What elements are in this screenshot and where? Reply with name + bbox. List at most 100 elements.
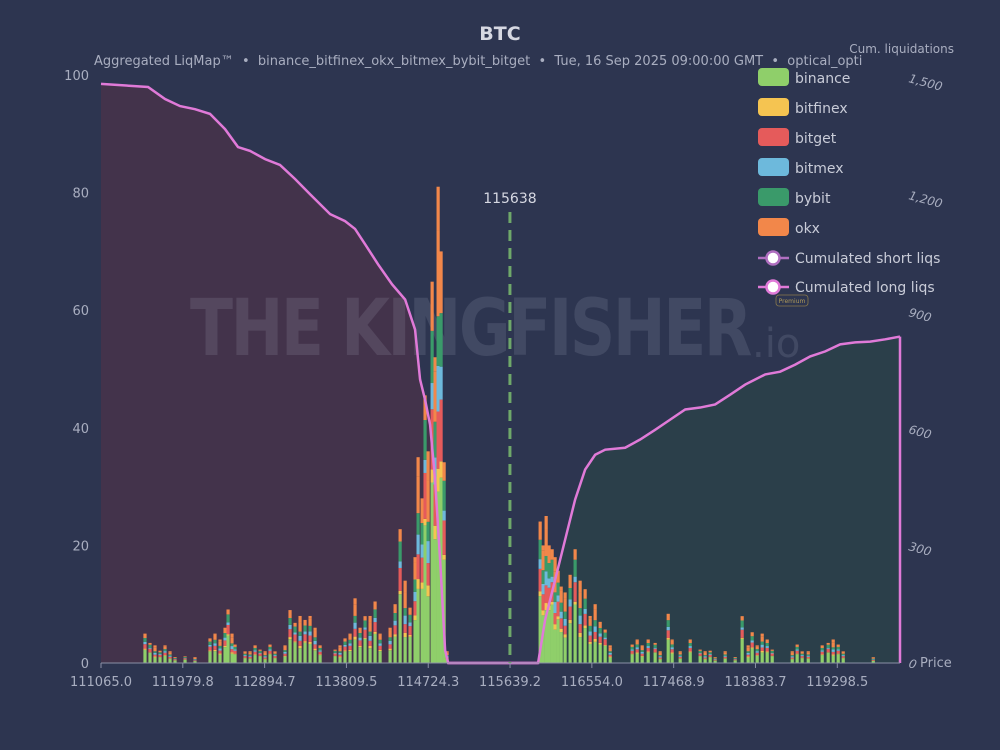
bar-bitget: [559, 618, 563, 629]
bar-bitfinex: [283, 655, 287, 657]
bar-binance: [593, 641, 597, 663]
bar-binance: [173, 660, 177, 663]
bar-bybit: [550, 559, 554, 577]
bar-bybit: [593, 620, 597, 627]
bar-bitget: [593, 631, 597, 640]
bar-okx: [740, 616, 744, 621]
bar-bybit: [243, 653, 247, 656]
bar-okx: [790, 652, 794, 656]
bar-bitfinex: [293, 641, 297, 643]
bar-okx: [430, 281, 434, 331]
bar-bybit: [547, 563, 551, 579]
bar-okx: [213, 633, 217, 635]
bar-bybit: [318, 648, 322, 651]
bar-bitmex: [268, 649, 272, 651]
bar-bitmex: [703, 656, 707, 658]
bar-bitmex: [550, 576, 554, 583]
bar-bitfinex: [430, 469, 434, 483]
bar-binance: [646, 652, 650, 663]
bar-bitget: [338, 654, 342, 657]
bar-bitfinex: [343, 650, 347, 652]
bar-bybit: [640, 650, 644, 652]
bar-bitmex: [388, 640, 392, 645]
bar-okx: [583, 589, 587, 599]
bar-bitget: [208, 646, 212, 651]
bar-okx: [658, 651, 662, 653]
bar-bybit: [713, 658, 717, 660]
bar-bybit: [583, 598, 587, 609]
bar-bitfinex: [313, 648, 317, 651]
bar-bitmex: [243, 655, 247, 657]
bar-bybit: [733, 658, 737, 659]
bar-binance: [750, 648, 754, 663]
bar-bitget: [168, 656, 172, 659]
bar-okx: [230, 633, 234, 638]
bar-bybit: [436, 316, 440, 366]
legend-label-bitget: bitget: [795, 131, 837, 147]
legend-item-bitmex: bitmex: [758, 158, 844, 177]
bar-bitmex: [218, 648, 222, 651]
bar-bitget: [826, 648, 830, 653]
bar-bybit: [750, 636, 754, 641]
bar-bitget: [283, 653, 287, 656]
bar-bitfinex: [398, 590, 402, 595]
bar-bitget: [298, 640, 302, 646]
bar-okx: [442, 462, 446, 481]
bar-bybit: [820, 648, 824, 651]
legend-item-long-liqs: Cumulated long liqs: [758, 279, 935, 296]
bar-bybit: [831, 647, 835, 650]
bar-bitfinex: [658, 658, 662, 660]
bar-binance: [213, 651, 217, 663]
bar-bybit: [433, 421, 437, 458]
bar-okx: [308, 615, 312, 619]
bar-bitmex: [698, 652, 702, 654]
bar-okx: [378, 634, 382, 640]
bar-binance: [436, 491, 440, 663]
bar-bitfinex: [273, 657, 277, 659]
legend-item-bitget: bitget: [758, 128, 837, 147]
bar-bitget: [143, 644, 147, 649]
bar-bitget: [213, 645, 217, 650]
bar-bitget: [243, 656, 247, 658]
bar-bitget: [635, 649, 639, 653]
bar-binance: [353, 639, 357, 663]
bar-bitmex: [630, 649, 634, 651]
bar-bitmex: [678, 655, 682, 657]
bar-bitget: [343, 646, 347, 651]
x-tick-label: 116554.0: [561, 675, 623, 690]
bar-okx: [426, 480, 430, 522]
premium-badge: Premium: [775, 294, 809, 307]
bar-bitmex: [398, 561, 402, 568]
bar-bitfinex: [831, 654, 835, 656]
bar-bitmex: [588, 631, 592, 636]
bar-bybit: [790, 655, 794, 657]
bar-okx: [218, 641, 222, 646]
bar-binance: [563, 637, 567, 663]
bar-bitmex: [158, 653, 162, 655]
bar-bybit: [293, 626, 297, 633]
bar-bitmex: [541, 583, 545, 595]
bar-okx: [193, 657, 197, 660]
legend-swatch-bybit: [758, 188, 789, 206]
bar-bitget: [373, 622, 377, 632]
bar-bybit: [168, 654, 172, 656]
svg-text:Premium: Premium: [779, 298, 806, 305]
bar-binance: [559, 632, 563, 663]
bar-bybit: [308, 625, 312, 632]
bar-bitfinex: [230, 652, 234, 654]
bar-bitmex: [806, 655, 810, 657]
y2-tick-label: 0: [907, 656, 918, 672]
bar-binance: [826, 652, 830, 663]
bar-bitfinex: [593, 639, 597, 642]
bar-okx: [831, 639, 835, 643]
bar-bitfinex: [541, 610, 545, 616]
bar-okx: [746, 645, 750, 648]
y-tick-label: 60: [72, 304, 89, 319]
bar-bitmex: [426, 541, 430, 564]
x-tick-label: 117468.9: [643, 675, 705, 690]
x-tick-label: 115639.2: [479, 675, 541, 690]
bar-binance: [248, 658, 252, 663]
bar-bitfinex: [640, 655, 644, 657]
bar-bitfinex: [378, 649, 382, 652]
bar-bitmex: [713, 659, 717, 660]
